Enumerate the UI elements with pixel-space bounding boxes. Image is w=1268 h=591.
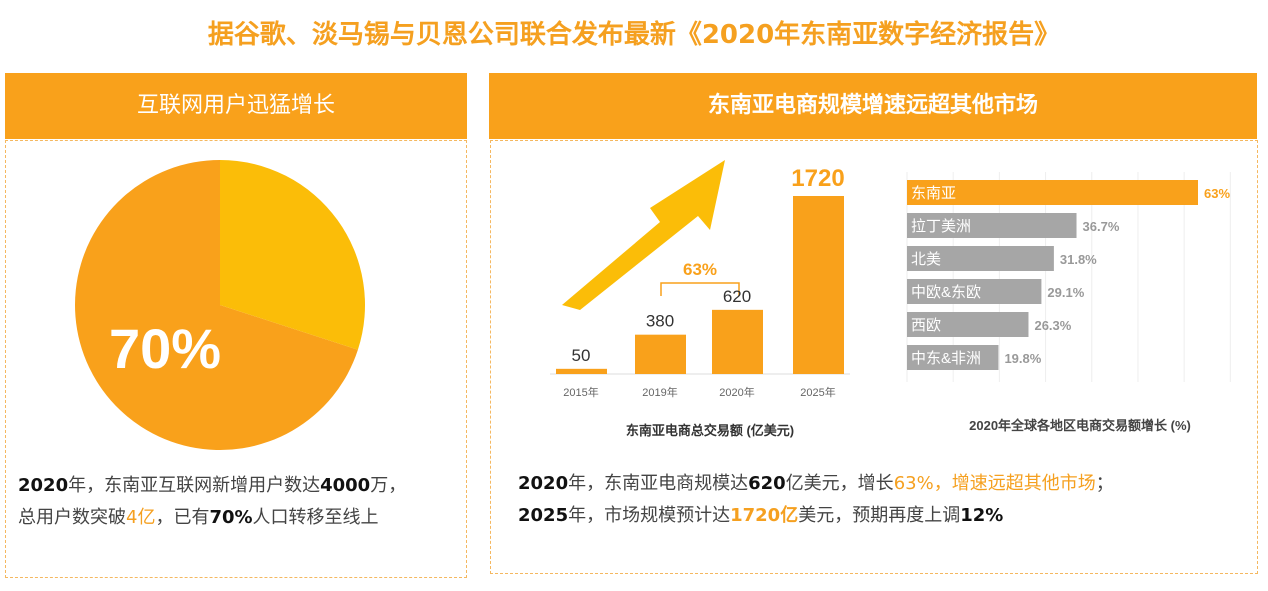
growth-annotation: 63% (683, 260, 717, 279)
desc-text: 人口转移至线上 (252, 507, 379, 528)
desc-text: 万， (370, 475, 407, 496)
bar-value-label: 29.1% (1047, 285, 1084, 300)
category-label: 中东&非洲 (911, 350, 981, 367)
pie-slice (75, 160, 358, 450)
bar-value-label: 26.3% (1034, 318, 1071, 333)
bar (907, 180, 1198, 205)
desc-text: 年，市场规模预计达 (568, 505, 731, 526)
x-tick-label: 2020年 (719, 385, 754, 399)
bar (635, 334, 686, 374)
bar (793, 196, 844, 374)
desc-text: ； (1095, 473, 1114, 494)
right-panel (490, 140, 1258, 574)
desc-text: 4000 (320, 475, 371, 496)
desc-text: 亿美元，增长 (785, 473, 894, 494)
desc-text: 2025 (518, 505, 569, 526)
left-panel-heading: 互联网用户迅猛增长 (5, 73, 467, 139)
right-panel-heading: 东南亚电商规模增速远超其他市场 (489, 73, 1257, 139)
left-description: 2020年，东南亚互联网新增用户数达4000万， 总用户数突破4亿，已有70%人… (18, 470, 406, 534)
pie-chart: 70% (75, 160, 365, 450)
category-label: 西欧 (911, 317, 941, 334)
bar (907, 213, 1077, 238)
desc-text: ，已有 (155, 507, 210, 528)
region-growth-chart: 2020年全球各地区电商交易额增长 (%) 东南亚 63% 拉丁美洲 36.7% 北美 3… (906, 172, 1231, 433)
bar (907, 345, 999, 370)
category-label: 中欧&东欧 (911, 284, 981, 301)
desc-text: 年，东南亚电商规模达 (568, 473, 749, 494)
x-tick-label: 2019年 (642, 385, 677, 399)
desc-text: 2020 (18, 475, 69, 496)
desc-text: 70% (209, 507, 253, 528)
desc-text: 12% (960, 505, 1004, 526)
bar-value-label: 1720 (791, 165, 844, 192)
x-tick-label: 2015年 (563, 385, 598, 399)
bar-value-label: 380 (646, 312, 674, 331)
bar (907, 246, 1054, 271)
bar-value-label: 31.8% (1060, 252, 1097, 267)
category-label: 拉丁美洲 (911, 218, 971, 235)
growth-bracket (660, 282, 740, 296)
bar (556, 368, 607, 374)
growth-arrow-icon (562, 160, 725, 310)
bar (907, 312, 1029, 337)
chart-title: 2020年全球各地区电商交易额增长 (%) (969, 418, 1191, 433)
right-description: 2020年，东南亚电商规模达620亿美元，增长63%，增速远超其他市场； 202… (518, 468, 1114, 532)
category-label: 北美 (911, 251, 941, 268)
chart-title: 东南亚电商总交易额 (亿美元) (626, 423, 794, 438)
bar-value-label: 19.8% (1004, 351, 1041, 366)
desc-text: 620 (748, 473, 786, 494)
bar-value-label: 50 (572, 346, 591, 365)
bar-value-label: 36.7% (1083, 219, 1120, 234)
pie-slice (220, 160, 365, 350)
desc-text: 63%，增速远超其他市场 (893, 473, 1096, 494)
bar (907, 279, 1042, 304)
left-panel (5, 140, 467, 578)
desc-text: 2020 (518, 473, 569, 494)
pie-label: 70% (109, 317, 221, 380)
desc-text: 年，东南亚互联网新增用户数达 (68, 475, 321, 496)
desc-text: 美元，预期再度上调 (798, 505, 961, 526)
gmv-bar-chart: 63% 东南亚电商总交易额 (亿美元) 50 2015年 380 2019年 620 20… (550, 160, 850, 438)
main-title: 据谷歌、淡马锡与贝恩公司联合发布最新《2020年东南亚数字经济报告》 (207, 20, 1061, 50)
desc-text: 1720亿 (730, 505, 799, 526)
category-label: 东南亚 (911, 185, 956, 202)
x-tick-label: 2025年 (800, 385, 835, 399)
desc-text: 4亿 (126, 507, 156, 528)
desc-text: 总用户数突破 (18, 507, 126, 528)
bar (712, 309, 763, 374)
bar-value-label: 620 (723, 287, 751, 306)
bar-value-label: 63% (1204, 186, 1230, 201)
